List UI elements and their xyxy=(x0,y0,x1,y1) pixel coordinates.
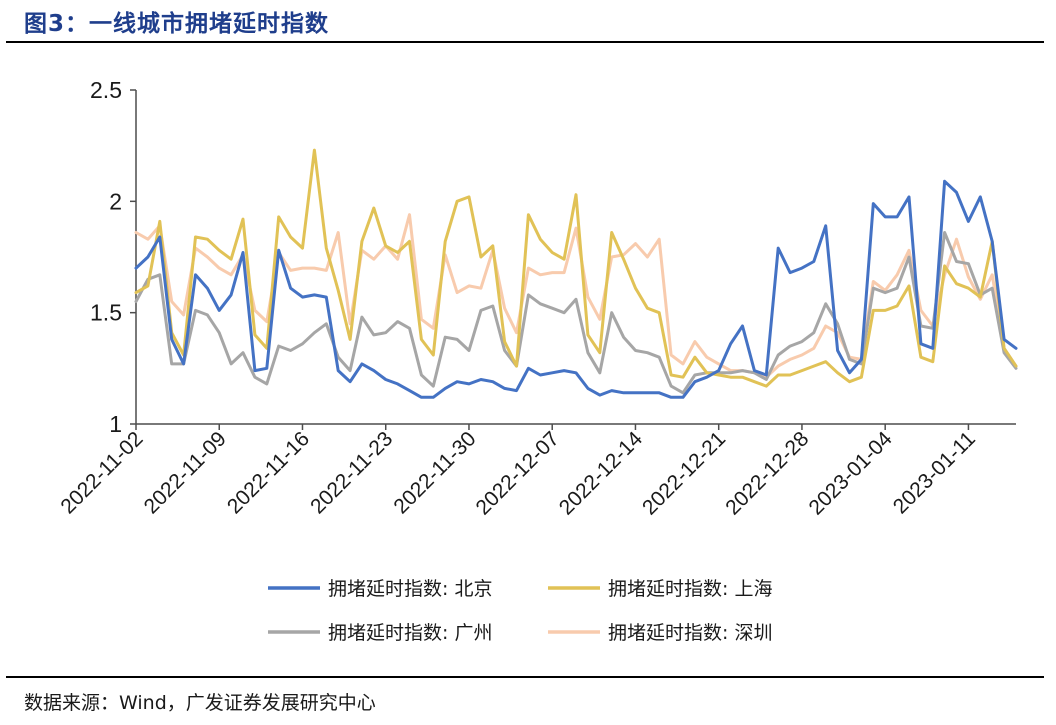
series-line-guangzhou xyxy=(134,231,1018,395)
x-tick-label: 2022-11-09 xyxy=(140,427,231,518)
legend-label-shanghai: 拥堵延时指数: 上海 xyxy=(608,578,772,600)
x-tick-label: 2022-12-28 xyxy=(721,427,813,519)
x-tick-label: 2023-01-11 xyxy=(889,427,980,518)
figure-title: 图3：一线城市拥堵延时指数 xyxy=(24,11,330,37)
legend-label-shenzhen: 拥堵延时指数: 深圳 xyxy=(608,622,772,644)
x-tick-label: 2022-11-23 xyxy=(306,427,397,518)
title-rule xyxy=(6,41,1044,43)
legend-label-beijing: 拥堵延时指数: 北京 xyxy=(328,578,492,600)
y-tick-label: 2 xyxy=(109,188,122,214)
series-line-shanghai xyxy=(134,148,1018,388)
x-tick-label: 2022-11-02 xyxy=(56,427,147,518)
legend-label-guangzhou: 拥堵延时指数: 广州 xyxy=(328,622,492,644)
x-tick-label: 2023-01-04 xyxy=(805,427,897,519)
x-tick-label: 2022-11-16 xyxy=(223,427,314,518)
source-rule xyxy=(6,676,1044,678)
x-tick-label: 2022-12-21 xyxy=(638,427,730,519)
y-tick-label: 2.5 xyxy=(90,77,122,103)
source-note: 数据来源：Wind，广发证券发展研究中心 xyxy=(24,692,376,714)
x-tick-label: 2022-11-30 xyxy=(389,427,480,518)
y-tick-label: 1 xyxy=(109,411,122,437)
x-tick-label: 2022-12-14 xyxy=(555,427,647,519)
series-line-beijing xyxy=(134,179,1018,399)
series-layer xyxy=(134,148,1018,399)
x-tick-label: 2022-12-07 xyxy=(472,427,564,519)
y-tick-label: 1.5 xyxy=(90,300,122,326)
